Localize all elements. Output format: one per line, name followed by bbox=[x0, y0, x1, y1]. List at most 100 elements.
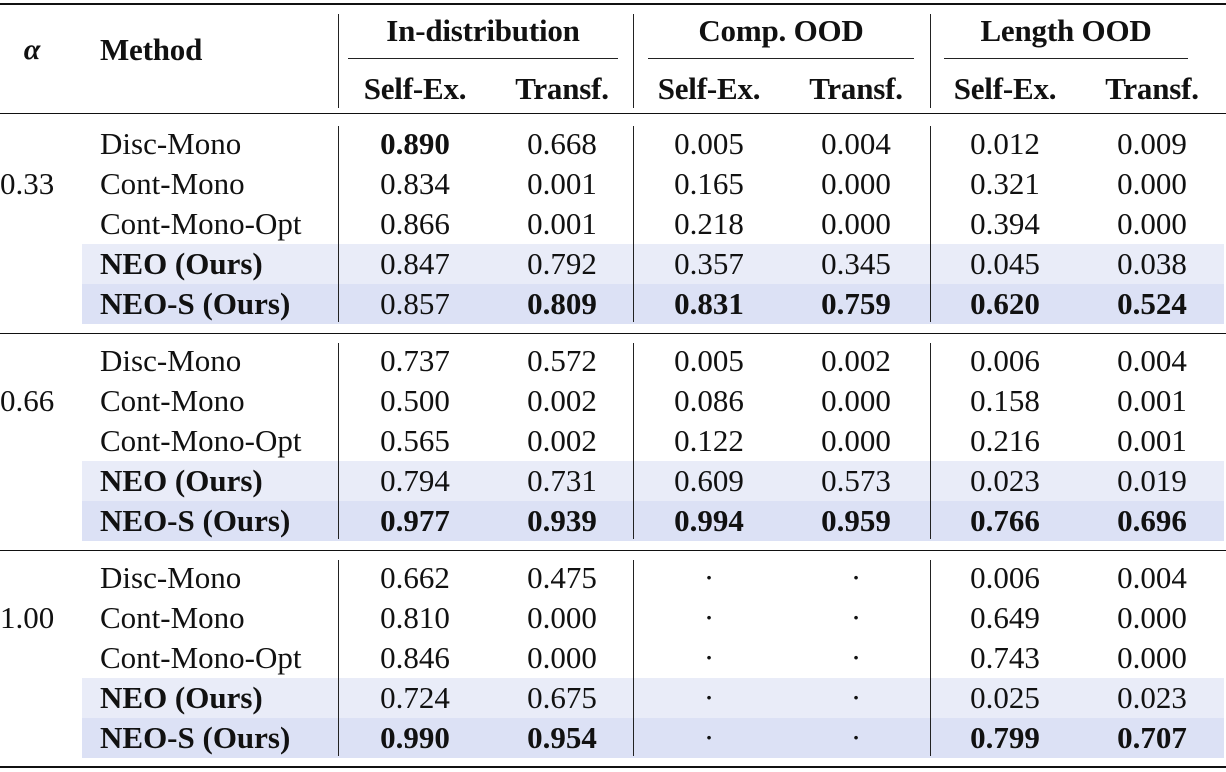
value-cell: 0.025 bbox=[970, 680, 1040, 715]
block-separator bbox=[633, 126, 634, 322]
group-underline bbox=[944, 58, 1188, 59]
value-cell: 0.019 bbox=[1117, 463, 1187, 498]
subcol-header: Self-Ex. bbox=[657, 71, 761, 106]
value-cell: · bbox=[703, 560, 715, 595]
value-cell: 0.000 bbox=[527, 640, 597, 675]
value-cell: 0.696 bbox=[1117, 503, 1187, 538]
subcol-header: Transf. bbox=[1105, 71, 1199, 106]
ours-row-highlight bbox=[82, 244, 1224, 284]
value-cell: 0.662 bbox=[380, 560, 450, 595]
value-cell: 0.002 bbox=[527, 383, 597, 418]
value-cell: 0.831 bbox=[674, 286, 744, 321]
ours-s-row-highlight bbox=[82, 284, 1224, 324]
value-cell: 0.012 bbox=[970, 126, 1040, 161]
method-header: Method bbox=[100, 32, 203, 67]
value-cell: 0.572 bbox=[527, 343, 597, 378]
group-header-length-ood: Length OOD bbox=[980, 13, 1152, 48]
value-cell: 0.609 bbox=[674, 463, 744, 498]
value-cell: 0.731 bbox=[527, 463, 597, 498]
block-separator bbox=[633, 560, 634, 756]
value-cell: 0.620 bbox=[970, 286, 1040, 321]
value-cell: 0.000 bbox=[527, 600, 597, 635]
value-cell: 0.005 bbox=[674, 126, 744, 161]
block-separator bbox=[338, 343, 339, 539]
value-cell: 0.737 bbox=[380, 343, 450, 378]
value-cell: 0.002 bbox=[527, 423, 597, 458]
value-cell: 0.000 bbox=[821, 166, 891, 201]
method-name: Cont-Mono bbox=[100, 166, 245, 201]
value-cell: · bbox=[850, 640, 862, 675]
value-cell: 0.357 bbox=[674, 246, 744, 281]
value-cell: 0.890 bbox=[380, 126, 450, 161]
value-cell: 0.004 bbox=[1117, 560, 1187, 595]
bottom-rule bbox=[0, 766, 1226, 768]
value-cell: 0.009 bbox=[1117, 126, 1187, 161]
value-cell: · bbox=[703, 680, 715, 715]
value-cell: 0.165 bbox=[674, 166, 744, 201]
alpha-value: 0.33 bbox=[0, 166, 55, 201]
value-cell: 0.810 bbox=[380, 600, 450, 635]
value-cell: 0.006 bbox=[970, 343, 1040, 378]
value-cell: 0.994 bbox=[674, 503, 744, 538]
alpha-value: 1.00 bbox=[0, 600, 55, 635]
value-cell: 0.000 bbox=[1117, 600, 1187, 635]
value-cell: 0.675 bbox=[527, 680, 597, 715]
block-divider-rule bbox=[0, 333, 1226, 334]
value-cell: 0.524 bbox=[1117, 286, 1187, 321]
block-separator bbox=[930, 343, 931, 539]
value-cell: 0.001 bbox=[527, 166, 597, 201]
subcol-header: Transf. bbox=[515, 71, 609, 106]
method-name: Cont-Mono-Opt bbox=[100, 640, 302, 675]
method-name: Cont-Mono bbox=[100, 383, 245, 418]
method-name: Disc-Mono bbox=[100, 560, 242, 595]
value-cell: · bbox=[850, 560, 862, 595]
alpha-header: α bbox=[23, 33, 41, 66]
value-cell: 0.649 bbox=[970, 600, 1040, 635]
value-cell: 0.086 bbox=[674, 383, 744, 418]
value-cell: 0.394 bbox=[970, 206, 1040, 241]
value-cell: 0.002 bbox=[821, 343, 891, 378]
value-cell: 0.216 bbox=[970, 423, 1040, 458]
block-separator bbox=[633, 343, 634, 539]
header-separator bbox=[338, 14, 339, 108]
value-cell: 0.573 bbox=[821, 463, 891, 498]
value-cell: 0.809 bbox=[527, 286, 597, 321]
header-separator bbox=[633, 14, 634, 108]
value-cell: · bbox=[850, 720, 862, 755]
value-cell: 0.000 bbox=[821, 383, 891, 418]
group-underline bbox=[648, 58, 914, 59]
block-divider-rule bbox=[0, 550, 1226, 551]
value-cell: 0.724 bbox=[380, 680, 450, 715]
block-separator bbox=[930, 126, 931, 322]
value-cell: 0.345 bbox=[821, 246, 891, 281]
value-cell: 0.004 bbox=[1117, 343, 1187, 378]
header-bottom-rule bbox=[0, 113, 1226, 114]
value-cell: 0.218 bbox=[674, 206, 744, 241]
value-cell: 0.001 bbox=[1117, 423, 1187, 458]
method-name: NEO-S (Ours) bbox=[100, 720, 291, 755]
method-name: Disc-Mono bbox=[100, 343, 242, 378]
method-name: Cont-Mono bbox=[100, 600, 245, 635]
value-cell: 0.766 bbox=[970, 503, 1040, 538]
value-cell: 0.001 bbox=[527, 206, 597, 241]
method-name: NEO (Ours) bbox=[100, 246, 263, 281]
block-separator bbox=[338, 126, 339, 322]
value-cell: 0.023 bbox=[970, 463, 1040, 498]
value-cell: 0.004 bbox=[821, 126, 891, 161]
value-cell: 0.158 bbox=[970, 383, 1040, 418]
value-cell: 0.500 bbox=[380, 383, 450, 418]
subcol-header: Transf. bbox=[809, 71, 903, 106]
method-name: Disc-Mono bbox=[100, 126, 242, 161]
group-header-comp-ood: Comp. OOD bbox=[698, 13, 864, 48]
method-name: NEO (Ours) bbox=[100, 463, 263, 498]
value-cell: 0.792 bbox=[527, 246, 597, 281]
value-cell: 0.038 bbox=[1117, 246, 1187, 281]
group-underline bbox=[348, 58, 618, 59]
value-cell: 0.977 bbox=[380, 503, 450, 538]
subcol-header: Self-Ex. bbox=[363, 71, 467, 106]
value-cell: 0.000 bbox=[1117, 166, 1187, 201]
block-separator bbox=[930, 560, 931, 756]
value-cell: 0.857 bbox=[380, 286, 450, 321]
value-cell: 0.000 bbox=[821, 423, 891, 458]
value-cell: 0.939 bbox=[527, 503, 597, 538]
